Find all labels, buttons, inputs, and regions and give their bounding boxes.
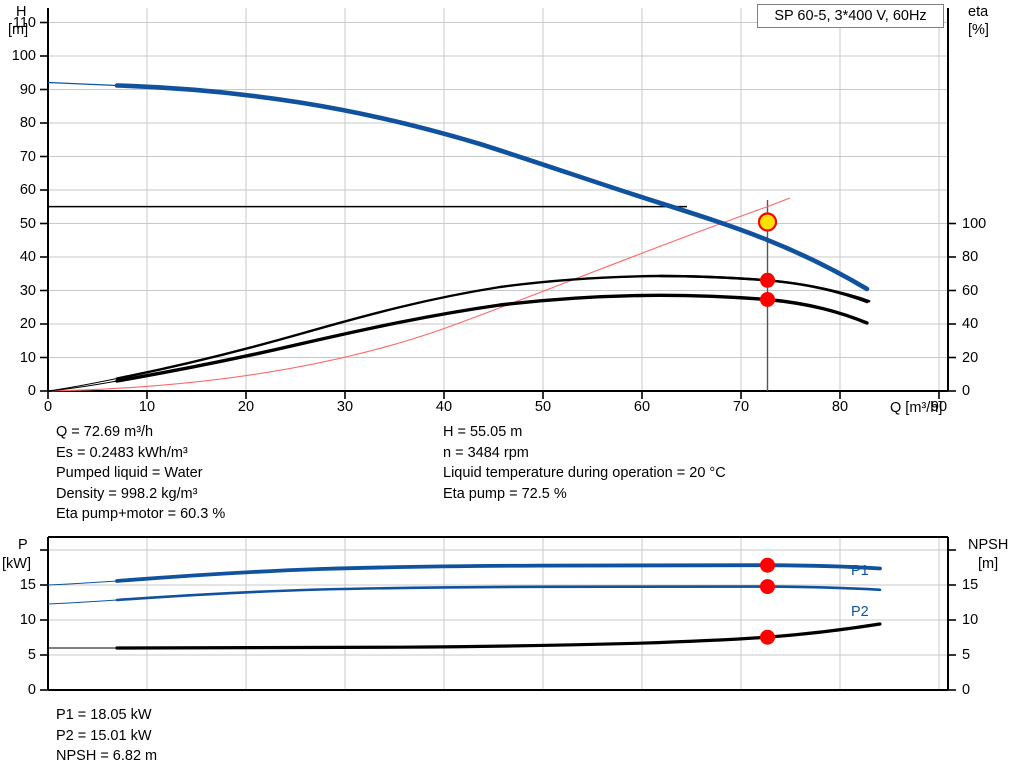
p1-curve bbox=[47, 563, 882, 586]
p2-duty-marker bbox=[760, 579, 775, 595]
h-tick-50: 50 bbox=[19, 215, 36, 232]
p1-curve-label: P1 bbox=[851, 563, 869, 579]
npsh-curve bbox=[48, 622, 882, 650]
result-line: Density = 998.2 kg/m³ bbox=[56, 485, 198, 502]
lower-right-axis-title-line1: NPSH bbox=[968, 537, 1009, 553]
result-line: Q = 72.69 m³/h bbox=[56, 424, 154, 440]
result-line: P1 = 18.05 kW bbox=[56, 707, 152, 723]
p-tick-0: 0 bbox=[27, 682, 36, 698]
h-tick-10: 10 bbox=[19, 349, 36, 366]
h-tick-20: 20 bbox=[19, 316, 36, 332]
q-tick-10: 10 bbox=[138, 399, 156, 415]
pump-title-box: SP 60-5, 3*400 V, 60Hz bbox=[757, 4, 944, 28]
eta-pump-motor-duty-marker bbox=[760, 292, 775, 307]
q-tick-40: 40 bbox=[435, 399, 453, 415]
results-bottom-column: P1 = 18.05 kW P2 = 15.01 kW NPSH = 6.82 … bbox=[56, 705, 157, 767]
p-tick-5: 5 bbox=[27, 647, 36, 663]
eta-pump-duty-marker bbox=[760, 272, 775, 288]
p2-curve bbox=[47, 585, 882, 605]
upper-duty-reference-lines bbox=[48, 200, 769, 391]
h-tick-80: 80 bbox=[19, 115, 36, 131]
p-tick-15: 15 bbox=[19, 577, 36, 593]
npsh-tick-10: 10 bbox=[962, 612, 979, 628]
lower-chart-grid bbox=[48, 537, 948, 691]
q-tick-80: 80 bbox=[831, 399, 849, 415]
upper-chart-axes bbox=[40, 8, 956, 399]
lower-chart-axes bbox=[40, 536, 956, 691]
q-tick-30: 30 bbox=[336, 399, 354, 415]
result-line: Liquid temperature during operation = 20… bbox=[443, 465, 726, 481]
result-line: H = 55.05 m bbox=[443, 424, 523, 440]
npsh-tick-15: 15 bbox=[962, 577, 979, 593]
results-left-column: Q = 72.69 m³/h Es = 0.2483 kWh/m³ Pumped… bbox=[56, 422, 225, 525]
lower-left-axis-title-line2: [kW] bbox=[2, 556, 31, 572]
lower-right-axis-title-line2: [m] bbox=[978, 556, 999, 572]
head-duty-point bbox=[757, 212, 778, 232]
q-tick-90: 90 bbox=[930, 399, 948, 415]
h-tick-30: 30 bbox=[19, 282, 36, 299]
system-curve bbox=[47, 197, 791, 392]
q-tick-0: 0 bbox=[43, 399, 53, 415]
result-line: NPSH = 6.82 m bbox=[56, 748, 158, 764]
h-tick-0: 0 bbox=[27, 383, 36, 399]
eta-tick-60: 60 bbox=[962, 282, 979, 299]
upper-right-axis-title-line1: eta bbox=[968, 4, 989, 20]
x-axis-title: Q [m³/h] bbox=[890, 400, 943, 416]
eta-tick-20: 20 bbox=[962, 349, 979, 366]
p1-duty-marker bbox=[760, 557, 775, 573]
h-tick-70: 70 bbox=[19, 148, 36, 165]
q-tick-20: 20 bbox=[237, 399, 255, 415]
q-tick-60: 60 bbox=[633, 399, 651, 415]
upper-duty-markers bbox=[757, 212, 778, 307]
upper-right-axis-title-line2: [%] bbox=[968, 22, 989, 38]
h-tick-60: 60 bbox=[19, 182, 36, 198]
eta-tick-80: 80 bbox=[962, 249, 979, 265]
lower-left-axis-title-line1: P bbox=[18, 537, 28, 553]
h-tick-110: 110 bbox=[12, 14, 36, 31]
h-tick-40: 40 bbox=[19, 249, 36, 265]
upper-chart-grid bbox=[48, 8, 948, 392]
upper-left-axis-title-line1: H bbox=[16, 4, 27, 20]
eta-tick-0: 0 bbox=[962, 383, 971, 399]
p-tick-10: 10 bbox=[19, 612, 36, 628]
result-line: P2 = 15.01 kW bbox=[56, 727, 152, 744]
h-tick-90: 90 bbox=[19, 81, 36, 98]
result-line: Eta pump = 72.5 % bbox=[443, 485, 567, 502]
result-line: Pumped liquid = Water bbox=[56, 465, 203, 481]
result-line: Eta pump+motor = 60.3 % bbox=[56, 506, 226, 522]
eta-tick-40: 40 bbox=[962, 316, 979, 332]
q-tick-70: 70 bbox=[732, 399, 750, 415]
npsh-tick-5: 5 bbox=[962, 647, 971, 663]
lower-duty-markers bbox=[760, 557, 775, 645]
eta-pump-motor-curve bbox=[47, 293, 869, 392]
q-tick-50: 50 bbox=[534, 399, 552, 415]
p2-curve-label: P2 bbox=[851, 604, 869, 620]
npsh-tick-0: 0 bbox=[962, 682, 971, 698]
head-curve bbox=[47, 81, 870, 292]
result-line: n = 3484 rpm bbox=[443, 444, 529, 461]
result-line: Es = 0.2483 kWh/m³ bbox=[56, 444, 188, 461]
eta-pump-curve bbox=[47, 274, 871, 392]
eta-tick-100: 100 bbox=[962, 215, 987, 232]
npsh-duty-marker bbox=[760, 629, 775, 645]
results-right-column: H = 55.05 m n = 3484 rpm Liquid temperat… bbox=[443, 422, 726, 504]
h-tick-100: 100 bbox=[11, 48, 36, 64]
upper-left-axis-title-line2: [m] bbox=[8, 22, 29, 38]
